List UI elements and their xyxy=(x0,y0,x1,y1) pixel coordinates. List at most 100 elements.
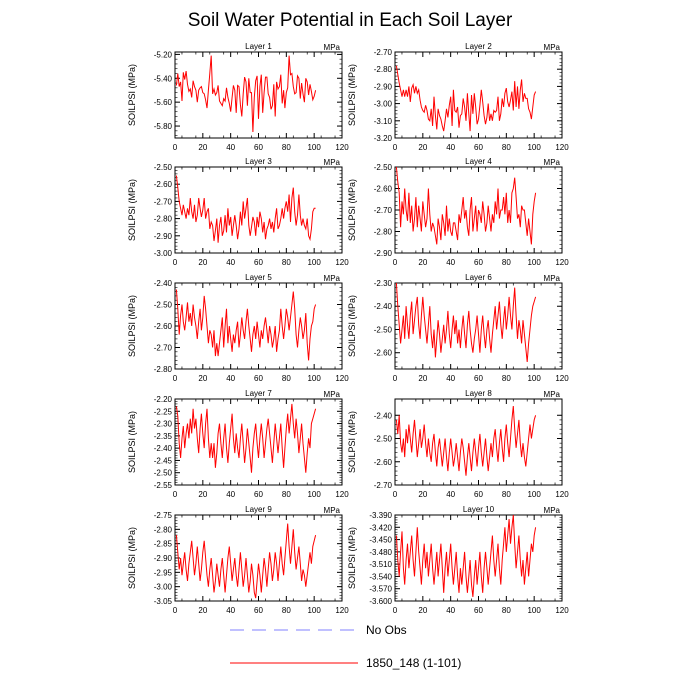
x-tick-label: 0 xyxy=(173,374,178,383)
panel-6: 0 20 40 60 80 100 120 -2.30 -2.40 -2.50 -2.60 Layer… xyxy=(347,273,569,383)
y-tick-label: -2.80 xyxy=(154,215,173,224)
panel-1: 0 20 40 60 80 100 120 -5.20 -5.40 -5.60 -5.80 Layer… xyxy=(127,42,349,152)
y-tick-label: -3.10 xyxy=(374,117,393,126)
panels-grid: 0 20 40 60 80 100 120 -5.20 -5.40 -5.60 -5.80 Layer… xyxy=(127,42,569,615)
x-tick-label: 120 xyxy=(555,490,569,499)
y-tick-label: -3.00 xyxy=(374,100,393,109)
panel-2: 0 20 40 60 80 100 120 -2.70 -2.80 -2.90 -3.00 -3.10… xyxy=(347,42,569,152)
y-tick-label: -2.60 xyxy=(374,349,393,358)
x-tick-label: 0 xyxy=(393,374,398,383)
y-tick-label: -2.40 xyxy=(154,444,173,453)
y-tick-label: -2.80 xyxy=(154,525,173,534)
y-axis-label: SOILPSI (MPa) xyxy=(127,64,137,126)
series-line xyxy=(175,289,317,361)
y-tick-label: -3.20 xyxy=(374,134,393,143)
x-tick-label: 120 xyxy=(335,143,349,152)
y-tick-label: -2.50 xyxy=(154,163,173,172)
x-tick-label: 100 xyxy=(527,143,541,152)
y-tick-label: -3.00 xyxy=(154,249,173,258)
y-axis-label: SOILPSI (MPa) xyxy=(347,527,357,589)
x-tick-label: 0 xyxy=(393,490,398,499)
y-tick-label: -2.70 xyxy=(374,206,393,215)
x-tick-label: 0 xyxy=(173,143,178,152)
x-tick-label: 120 xyxy=(555,606,569,615)
x-tick-label: 80 xyxy=(502,143,511,152)
panel-frame xyxy=(174,514,343,602)
x-tick-label: 20 xyxy=(198,606,207,615)
x-tick-label: 80 xyxy=(502,374,511,383)
y-axis-label: SOILPSI (MPa) xyxy=(347,295,357,357)
x-tick-label: 60 xyxy=(474,374,483,383)
panel-title: Layer 1 xyxy=(245,42,272,51)
y-axis-label: SOILPSI (MPa) xyxy=(347,64,357,126)
y-axis-label: SOILPSI (MPa) xyxy=(127,411,137,473)
x-tick-label: 60 xyxy=(254,258,263,267)
y-tick-label: -2.25 xyxy=(154,407,173,416)
panel-title: Layer 10 xyxy=(463,505,495,514)
y-tick-label: -2.50 xyxy=(374,325,393,334)
x-tick-label: 40 xyxy=(446,490,455,499)
legend-model-label: 1850_148 (1-101) xyxy=(366,656,461,670)
x-tick-label: 60 xyxy=(254,374,263,383)
panel-5: 0 20 40 60 80 100 120 -2.40 -2.50 -2.60 -2.70 -2.80… xyxy=(127,273,349,383)
y-tick-label: -2.70 xyxy=(154,197,173,206)
y-tick-label: -2.55 xyxy=(154,481,173,490)
x-tick-label: 0 xyxy=(173,606,178,615)
x-tick-label: 40 xyxy=(226,606,235,615)
x-tick-label: 120 xyxy=(335,258,349,267)
series-line xyxy=(395,514,537,597)
y-tick-label: -2.50 xyxy=(374,435,393,444)
y-tick-label: -5.20 xyxy=(154,50,173,59)
y-tick-label: -2.40 xyxy=(374,411,393,420)
y-tick-label: -5.40 xyxy=(154,74,173,83)
x-tick-label: 80 xyxy=(282,143,291,152)
series-line xyxy=(175,403,317,473)
x-tick-label: 120 xyxy=(335,490,349,499)
x-tick-label: 80 xyxy=(282,606,291,615)
y-tick-label: -3.00 xyxy=(154,583,173,592)
x-tick-label: 60 xyxy=(474,258,483,267)
x-tick-label: 40 xyxy=(226,143,235,152)
y-axis-label: SOILPSI (MPa) xyxy=(127,295,137,357)
series-line xyxy=(175,55,317,133)
y-tick-label: -5.60 xyxy=(154,98,173,107)
x-tick-label: 100 xyxy=(527,374,541,383)
panel-title: Layer 6 xyxy=(465,273,492,282)
y-tick-label: -2.60 xyxy=(154,322,173,331)
units-label: MPa xyxy=(324,506,341,515)
y-tick-label: -2.40 xyxy=(374,302,393,311)
y-tick-label: -2.90 xyxy=(154,232,173,241)
panel-frame xyxy=(174,282,343,370)
units-label: MPa xyxy=(324,43,341,52)
x-tick-label: 40 xyxy=(446,258,455,267)
x-tick-label: 60 xyxy=(254,490,263,499)
x-tick-label: 60 xyxy=(474,143,483,152)
x-tick-label: 20 xyxy=(418,606,427,615)
panel-frame xyxy=(394,282,563,370)
legend: No Obs 1850_148 (1-101) xyxy=(230,623,461,670)
x-tick-label: 80 xyxy=(282,374,291,383)
y-tick-label: -2.90 xyxy=(374,249,393,258)
panel-title: Layer 3 xyxy=(245,157,272,166)
x-tick-label: 20 xyxy=(418,143,427,152)
x-tick-label: 80 xyxy=(502,258,511,267)
legend-obs-label: No Obs xyxy=(366,623,407,637)
x-tick-label: 20 xyxy=(418,490,427,499)
y-tick-label: -2.60 xyxy=(154,180,173,189)
panel-frame xyxy=(394,514,563,602)
y-tick-label: -3.570 xyxy=(369,585,392,594)
series-line xyxy=(395,282,537,363)
units-label: MPa xyxy=(544,274,561,283)
panel-9: 0 20 40 60 80 100 120 -2.75 -2.80 -2.85 -2.90 -2.95… xyxy=(127,505,349,615)
panel-10: 0 20 40 60 80 100 120 -3.390 -3.420 -3.450 -3.480 -… xyxy=(347,505,569,615)
x-tick-label: 120 xyxy=(335,606,349,615)
y-tick-label: -2.80 xyxy=(374,228,393,237)
y-tick-label: -2.80 xyxy=(154,365,173,374)
x-tick-label: 40 xyxy=(226,374,235,383)
panel-8: 0 20 40 60 80 100 120 -2.40 -2.50 -2.60 -2.70 Layer… xyxy=(347,389,569,499)
x-tick-label: 60 xyxy=(474,490,483,499)
y-tick-label: -2.80 xyxy=(374,65,393,74)
y-tick-label: -2.30 xyxy=(154,420,173,429)
panel-title: Layer 8 xyxy=(465,389,492,398)
